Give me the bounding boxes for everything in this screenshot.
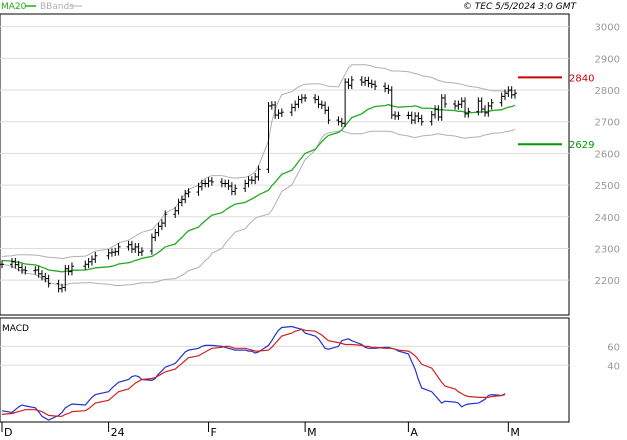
level-label: 2629 [569,140,594,151]
price-tick-label: 2800 [595,86,620,97]
x-tick-label: A [410,426,418,439]
bbands-legend-label: BBands [40,2,74,12]
macd-panel: MACD 60 40 [0,317,620,423]
x-tick-label: 24 [111,426,125,439]
price-y-axis: 3000 2900 2800 2700 2600 2500 2400 2300 2200 [595,23,620,287]
price-plot-frame [0,13,570,316]
price-levels: 2840 2629 [518,73,594,151]
ohlc-bars [0,76,517,293]
x-tick-label: F [211,426,217,439]
macd-tick-label: 40 [607,361,620,372]
price-tick-label: 2500 [595,181,620,192]
signal-line [1,328,506,417]
price-panel: 3000 2900 2800 2700 2600 2500 2400 2300 2200 284… [0,13,620,316]
price-tick-label: 2600 [595,149,620,160]
ma20-legend-label: MA20 [1,2,27,12]
price-tick-label: 3000 [595,23,620,34]
macd-tick-label: 60 [607,342,620,353]
x-axis: D 24 F M A M [1,422,520,439]
x-tick-label: M [510,426,519,439]
price-tick-label: 2900 [595,54,620,65]
macd-y-axis: 60 40 [607,342,620,372]
price-tick-label: 2700 [595,118,620,129]
price-tick-label: 2400 [595,213,620,224]
x-tick-label: M [307,426,317,439]
x-tick-label: D [4,426,12,439]
macd-grid [0,345,569,366]
bbands-lower-line [1,128,516,286]
price-grid [0,26,569,281]
price-tick-label: 2200 [595,276,620,287]
macd-title: MACD [2,324,29,334]
macd-lines [1,325,506,421]
macd-line [1,325,506,421]
price-tick-label: 2300 [595,244,620,255]
copyright-text: © TEC 5/5/2024 3:0 GMT [463,2,578,12]
level-label: 2840 [569,73,594,84]
macd-plot-frame [0,317,570,423]
